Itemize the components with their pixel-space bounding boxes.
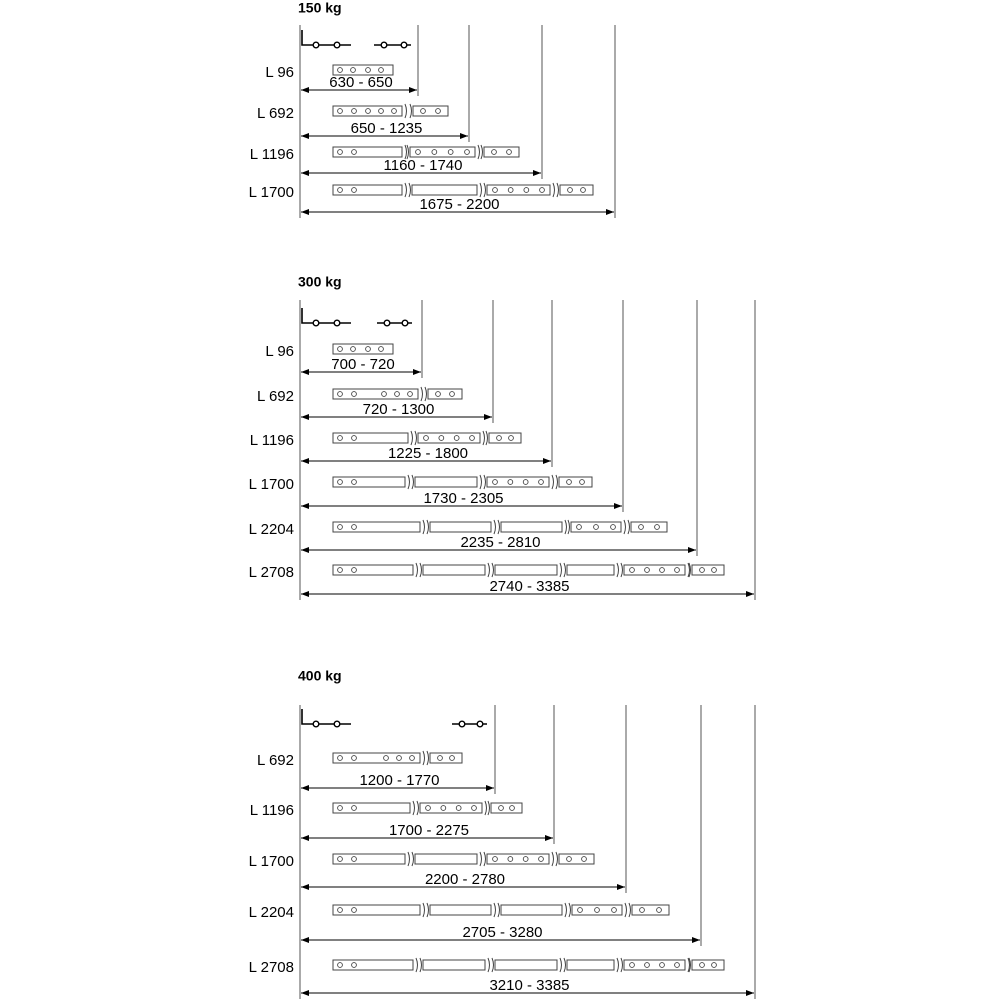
panel-title: 400 kg <box>298 668 342 684</box>
telescopic-rail-icon <box>332 103 449 119</box>
rail-length-label: L 2708 <box>249 564 294 581</box>
rail-length-label: L 1700 <box>249 853 294 870</box>
telescopic-rail-icon <box>332 64 394 76</box>
telescopic-rail-icon <box>332 343 394 355</box>
length-range-label: 720 - 1300 <box>363 401 435 418</box>
rail-length-label: L 1196 <box>250 432 294 449</box>
rail-length-label: L 96 <box>265 64 294 81</box>
double-arrow-icon <box>301 209 614 215</box>
telescopic-rail-icon <box>332 957 725 973</box>
rail-length-label: L 96 <box>265 343 294 360</box>
rail-length-label: L 1700 <box>249 184 294 201</box>
length-range-label: 1700 - 2275 <box>389 822 469 839</box>
rail-row: L 1196 1225 - 1800 <box>250 300 553 467</box>
double-arrow-icon <box>301 835 553 841</box>
telescopic-rail-icon <box>332 144 520 160</box>
slide-rail-symbol-icon <box>301 709 487 728</box>
panel-title: 150 kg <box>298 0 342 16</box>
length-range-label: 700 - 720 <box>331 356 394 373</box>
length-range-label: 1730 - 2305 <box>423 490 503 507</box>
telescopic-rail-icon <box>332 430 522 446</box>
double-arrow-icon <box>301 785 494 791</box>
slide-rail-symbol-icon <box>301 308 412 327</box>
slide-rail-symbol-icon <box>301 30 411 49</box>
panel-title: 300 kg <box>298 274 342 290</box>
double-arrow-icon <box>301 133 468 139</box>
length-range-label: 1160 - 1740 <box>384 157 463 174</box>
rail-row: L 2708 3210 - 3385 <box>249 705 756 999</box>
telescopic-rail-icon <box>332 386 463 402</box>
rail-row: L 2204 2235 - 2810 <box>249 300 698 556</box>
telescopic-rail-icon <box>332 182 594 198</box>
rail-length-label: L 692 <box>257 388 294 405</box>
rail-row: L 1700 2200 - 2780 <box>249 705 627 893</box>
double-arrow-icon <box>301 990 754 996</box>
length-range-label: 1675 - 2200 <box>419 196 499 213</box>
rail-row: L 96 630 - 650 <box>265 25 419 96</box>
double-arrow-icon <box>301 458 551 464</box>
length-range-label: 630 - 650 <box>329 74 392 91</box>
telescopic-rail-icon <box>332 519 668 535</box>
rail-row: L 692 650 - 1235 <box>257 25 470 142</box>
double-arrow-icon <box>301 87 417 93</box>
length-range-label: 2740 - 3385 <box>489 578 569 595</box>
rail-row: L 692 1200 - 1770 <box>257 705 496 794</box>
telescopic-rail-icon <box>332 902 670 918</box>
double-arrow-icon <box>301 884 625 890</box>
double-arrow-icon <box>301 369 421 375</box>
telescopic-rail-icon <box>332 851 595 867</box>
double-arrow-icon <box>301 591 754 597</box>
rail-length-label: L 2204 <box>249 521 294 538</box>
rail-length-label: L 1196 <box>250 146 294 163</box>
rail-row: L 1700 1730 - 2305 <box>249 300 624 512</box>
length-range-label: 2200 - 2780 <box>425 871 505 888</box>
rail-length-label: L 1196 <box>250 802 294 819</box>
length-range-label: 2705 - 3280 <box>462 924 542 941</box>
rail-length-label: L 692 <box>257 105 294 122</box>
rail-row: L 2204 2705 - 3280 <box>249 705 702 946</box>
double-arrow-icon <box>301 937 700 943</box>
rail-row: L 692 720 - 1300 <box>257 300 494 423</box>
rail-row: L 1196 1160 - 1740 <box>250 25 543 179</box>
rail-length-label: L 2708 <box>249 959 294 976</box>
length-range-label: 2235 - 2810 <box>460 534 540 551</box>
length-range-label: 650 - 1235 <box>351 120 423 137</box>
rail-row: L 2708 2740 - 3385 <box>249 300 756 600</box>
rail-length-label: L 692 <box>257 752 294 769</box>
length-range-label: 3210 - 3385 <box>489 977 569 994</box>
length-range-label: 1225 - 1800 <box>388 445 468 462</box>
double-arrow-icon <box>301 170 541 176</box>
rail-length-label: L 1700 <box>249 476 294 493</box>
rail-row: L 1700 1675 - 2200 <box>249 25 616 218</box>
double-arrow-icon <box>301 503 622 509</box>
telescopic-rail-icon <box>332 562 725 578</box>
rail-length-label: L 2204 <box>249 904 294 921</box>
telescopic-rail-icon <box>332 750 463 766</box>
telescopic-rail-icon <box>332 474 593 490</box>
length-range-label: 1200 - 1770 <box>359 772 439 789</box>
double-arrow-icon <box>301 414 492 420</box>
telescopic-rail-icon <box>332 800 523 816</box>
double-arrow-icon <box>301 547 696 553</box>
rail-row: L 1196 1700 - 2275 <box>250 705 555 844</box>
rail-row: L 96 700 - 720 <box>265 300 423 378</box>
